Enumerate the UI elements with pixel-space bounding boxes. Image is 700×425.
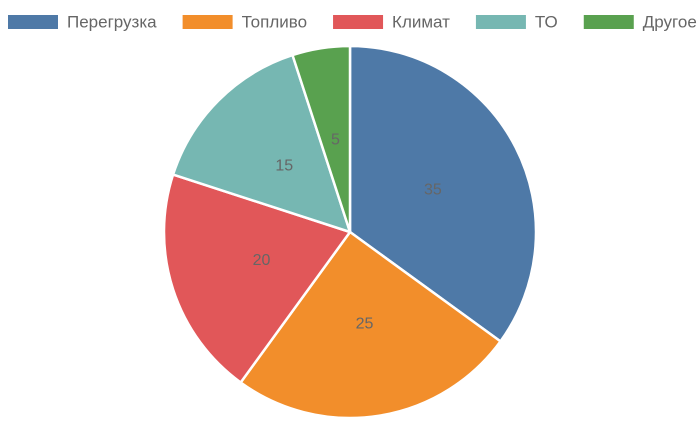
legend-swatch	[333, 15, 384, 29]
legend-label: Другое	[643, 13, 697, 32]
slice-value-label: 20	[253, 252, 271, 269]
legend-item[interactable]: Топливо	[182, 13, 307, 32]
legend-item[interactable]: ТО	[475, 13, 558, 32]
pie-slice-1	[348, 44, 538, 343]
slice-value-label: 15	[275, 158, 293, 175]
legend-item[interactable]: Климат	[333, 13, 450, 32]
slice-labels: 35 25 20 15 5	[253, 132, 442, 333]
pie-slices	[162, 44, 538, 420]
legend-label: Перегрузка	[67, 13, 157, 32]
pie-slice-2	[239, 230, 502, 420]
legend-swatch	[182, 15, 233, 29]
legend-item[interactable]: Другое	[583, 13, 697, 32]
legend-swatch	[8, 15, 58, 29]
slice-value-label: 35	[424, 181, 442, 198]
pie-slice-5	[291, 44, 352, 234]
legend: Перегрузка Топливо Климат ТО Другое	[8, 13, 697, 32]
legend-swatch	[583, 15, 634, 29]
legend-swatch	[475, 15, 526, 29]
legend-label: Климат	[392, 13, 450, 32]
legend-item[interactable]: Перегрузка	[8, 13, 157, 32]
slice-value-label: 25	[356, 315, 374, 332]
legend-label: Топливо	[242, 13, 307, 32]
legend-label: ТО	[535, 13, 558, 32]
slice-value-label: 5	[331, 132, 340, 149]
pie-slice-3	[162, 173, 352, 384]
